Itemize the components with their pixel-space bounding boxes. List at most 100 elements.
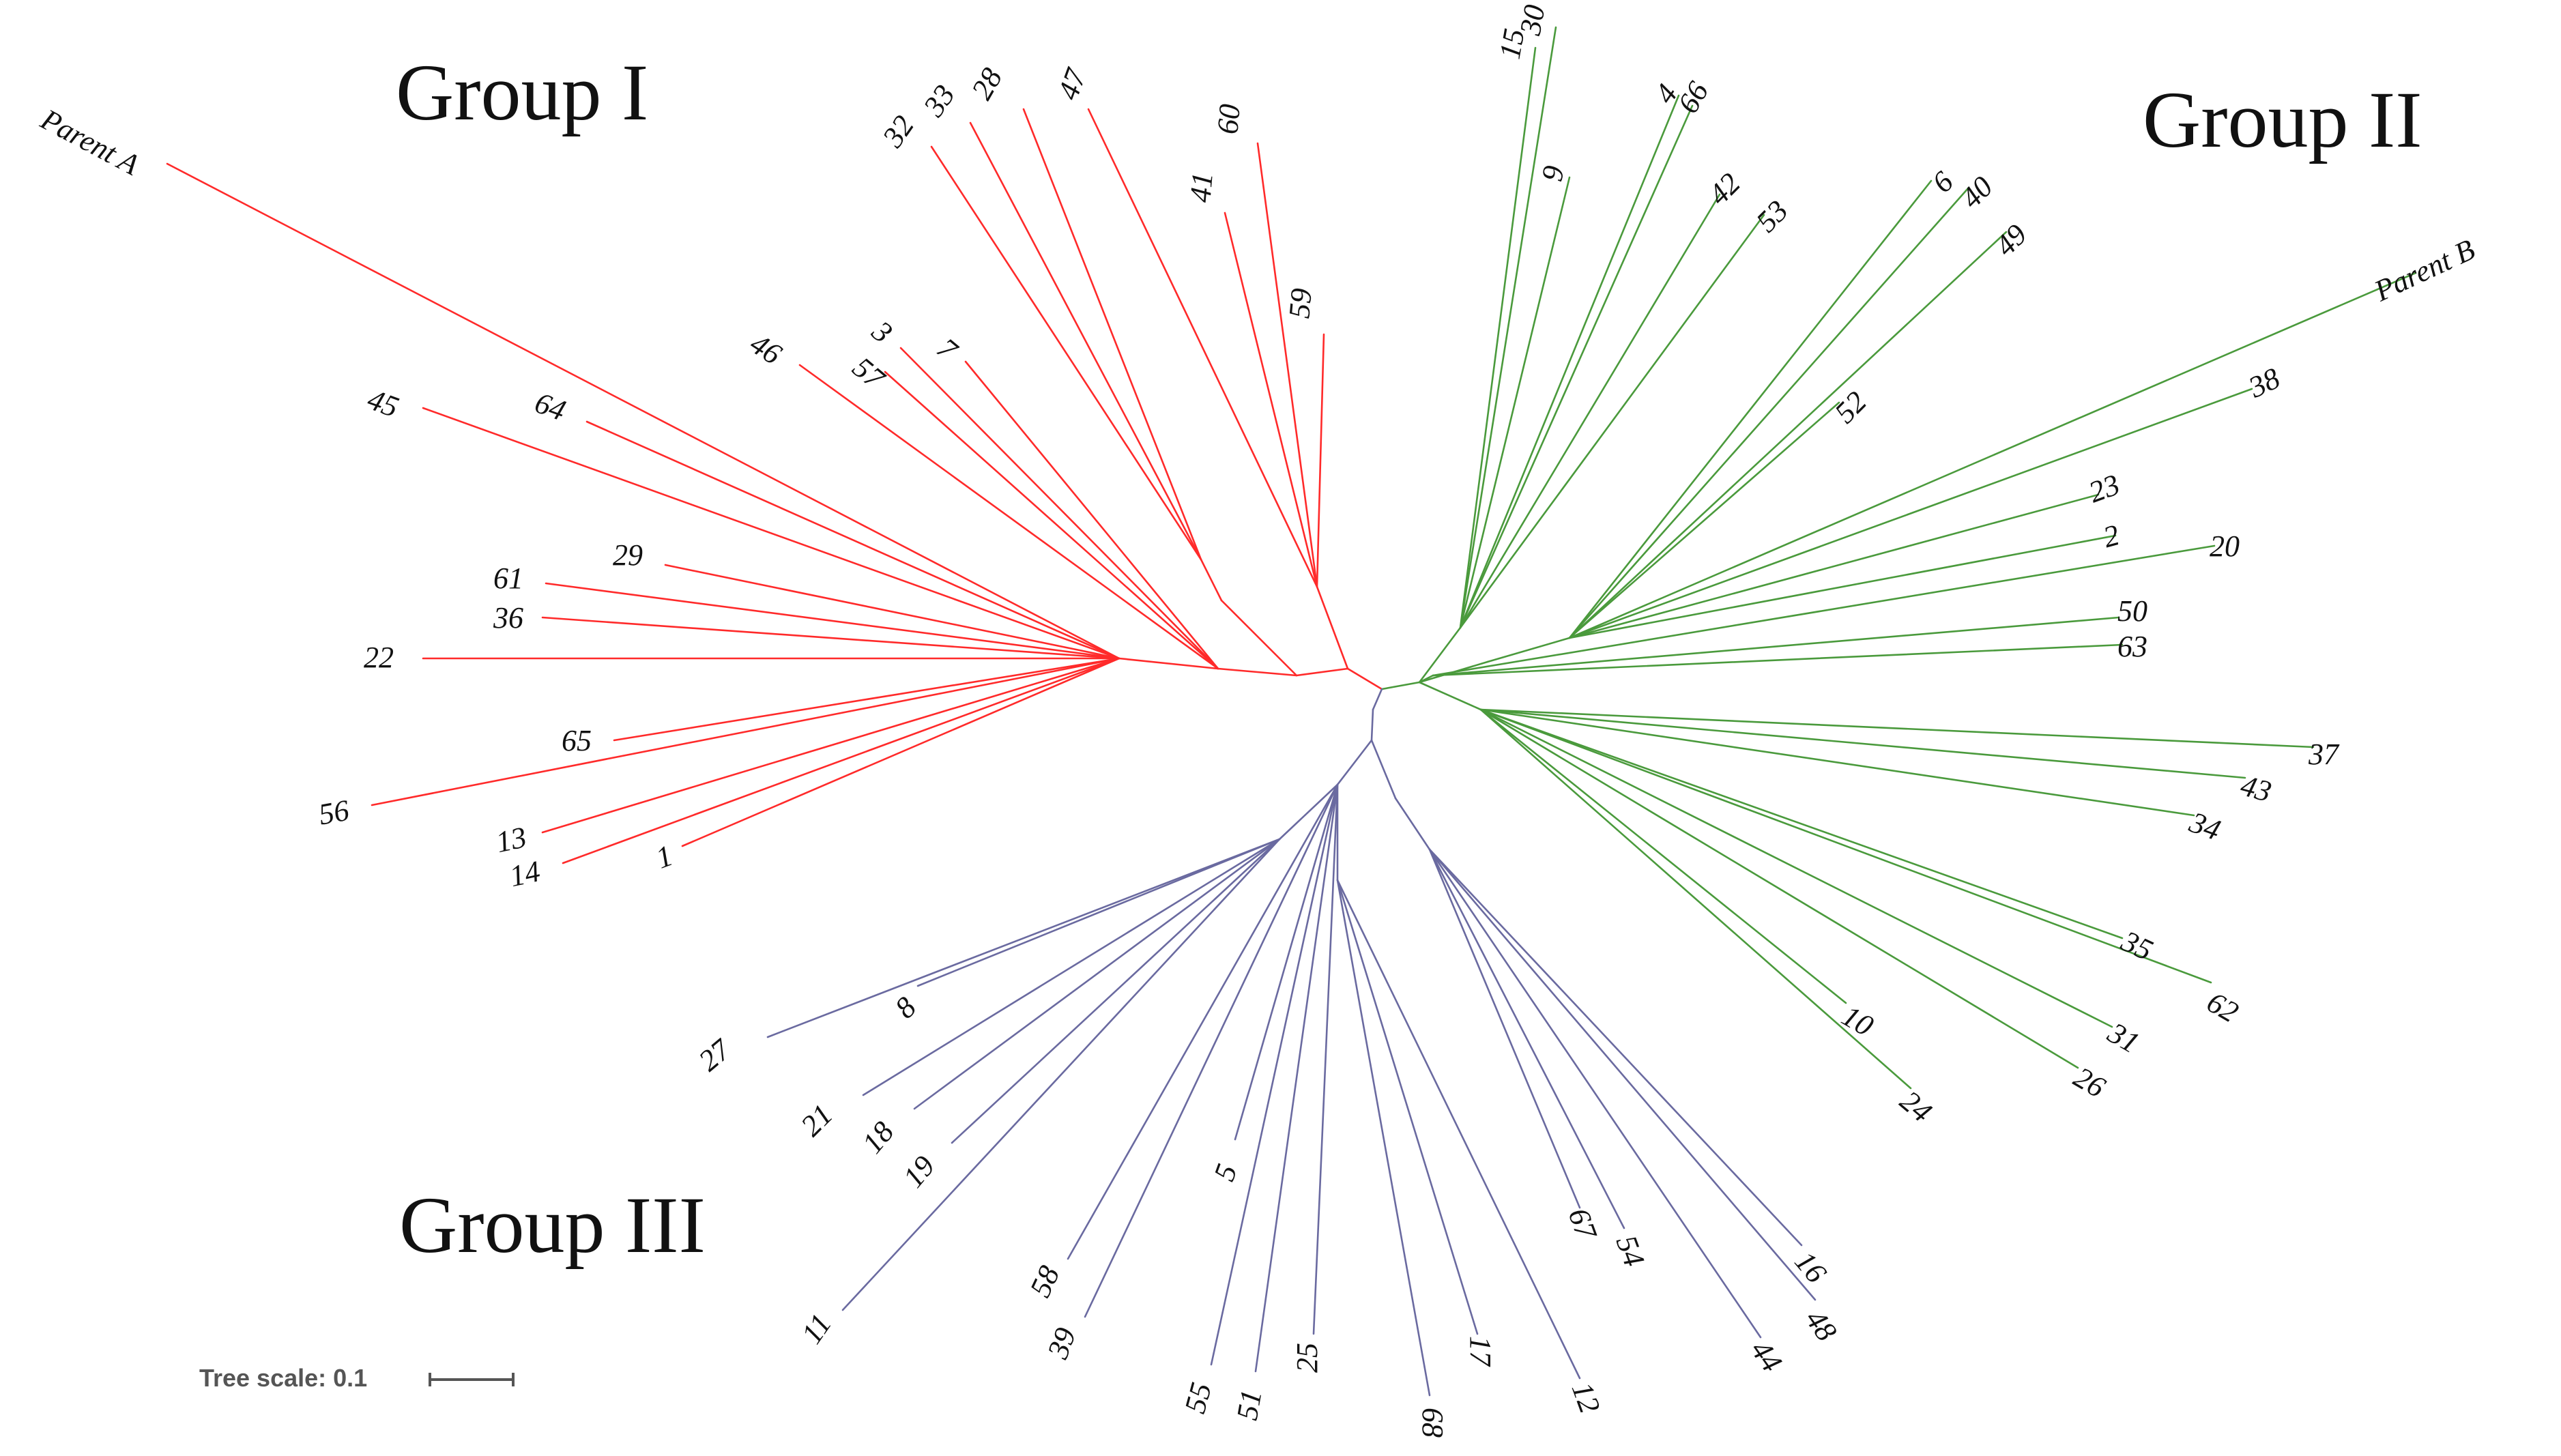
leaf-label-g2-2: 9 — [1535, 163, 1571, 184]
leaf-branch-g3-12 — [1336, 879, 1431, 1397]
tree-edge-5 — [1118, 657, 1219, 670]
leaf-branch-g2-3 — [1459, 94, 1680, 629]
tree-edge-8 — [1316, 585, 1349, 670]
leaf-branch-g3-8 — [1234, 783, 1339, 1141]
leaf-branch-g1-2 — [585, 420, 1120, 660]
tree-edge-14 — [1370, 708, 1374, 742]
leaf-branch-g1-10 — [1087, 108, 1318, 588]
leaf-branch-g1-21 — [562, 657, 1120, 864]
leaf-branch-g2-23 — [1479, 708, 1847, 1004]
leaf-branch-g1-18 — [613, 657, 1120, 742]
leaf-label-g1-10: 47 — [1051, 63, 1093, 104]
tree-scale-label: Tree scale: 0.1 — [199, 1364, 367, 1392]
leaf-label-g3-14: 12 — [1565, 1378, 1607, 1417]
leaf-label-g2-17: 63 — [2117, 630, 2147, 663]
leaf-label-g2-11: Parent B — [2369, 233, 2480, 308]
leaf-label-g2-1: 30 — [1514, 2, 1552, 38]
leaf-label-g1-15: 29 — [613, 538, 643, 572]
leaf-label-g2-18: 37 — [2308, 738, 2340, 771]
leaf-branch-g2-20 — [1479, 708, 2195, 817]
tree-edge-7 — [1200, 558, 1223, 602]
group-label-3: Group III — [399, 1180, 706, 1270]
leaf-branch-g3-9 — [1210, 783, 1339, 1366]
leaf-label-g3-1: 8 — [888, 991, 923, 1025]
tree-edge-11 — [1486, 637, 1571, 663]
tree-edge-16 — [1278, 783, 1339, 841]
leaf-label-g2-13: 23 — [2084, 467, 2124, 509]
leaf-label-g1-0: Parent A — [35, 102, 145, 182]
leaf-branch-g1-7 — [930, 145, 1202, 561]
leaf-label-g2-12: 38 — [2243, 362, 2285, 405]
leaf-branch-g1-5 — [884, 370, 1219, 670]
leaf-label-g1-20: 13 — [493, 820, 529, 859]
leaf-label-g2-26: 24 — [1894, 1084, 1938, 1129]
leaf-branch-g2-9 — [1568, 231, 2008, 639]
tree-edge-12 — [1418, 674, 1434, 684]
leaf-branch-g1-11 — [1224, 212, 1318, 588]
leaf-branch-g1-3 — [798, 364, 1219, 670]
leaf-label-g1-5: 57 — [846, 351, 892, 396]
leaf-branch-g2-19 — [1479, 708, 2246, 779]
leaf-branch-g2-2 — [1459, 176, 1571, 629]
leaf-branch-g1-20 — [541, 657, 1120, 834]
leaf-branch-g3-16 — [1428, 848, 1625, 1229]
leaf-branch-g2-5 — [1459, 193, 1721, 629]
leaf-branch-g2-4 — [1459, 104, 1694, 629]
leaf-branch-g3-2 — [862, 838, 1281, 1096]
leaf-branch-g2-13 — [1568, 493, 2100, 639]
leaf-label-g3-11: 25 — [1290, 1343, 1324, 1373]
leaf-branch-g2-10 — [1568, 401, 1840, 639]
leaf-branch-g2-26 — [1479, 708, 1912, 1090]
leaf-label-g2-20: 34 — [2185, 805, 2225, 847]
leaf-label-g3-7: 39 — [1041, 1323, 1082, 1363]
tree-edge-2 — [1372, 688, 1383, 711]
leaf-branch-g1-13 — [1316, 333, 1325, 588]
leaf-branch-g3-11 — [1312, 783, 1339, 1335]
tree-edge-19 — [1394, 797, 1431, 851]
group-label-2: Group II — [2143, 75, 2422, 164]
tree-edge-4 — [1217, 667, 1298, 677]
leaf-label-g2-16: 50 — [2117, 594, 2147, 628]
leaf-label-g1-3: 46 — [744, 327, 788, 371]
leaf-label-g3-15: 67 — [1562, 1204, 1604, 1244]
leaf-label-g1-14: 61 — [493, 562, 523, 595]
leaf-label-g3-8: 5 — [1207, 1160, 1244, 1185]
leaf-label-g1-8: 33 — [916, 78, 961, 123]
leaf-branch-g2-15 — [1432, 544, 2216, 677]
leaf-branch-g2-12 — [1568, 388, 2253, 639]
leaf-label-g3-4: 19 — [897, 1150, 942, 1194]
leaf-label-g1-16: 36 — [493, 601, 523, 635]
leaf-label-g2-9: 49 — [1988, 218, 2034, 263]
leaf-branch-g1-9 — [1022, 108, 1202, 561]
leaf-branch-g2-21 — [1479, 708, 2124, 940]
tree-edge-3 — [1295, 667, 1349, 677]
leaf-label-g2-4: 66 — [1671, 76, 1715, 119]
leaf-label-g3-3: 18 — [856, 1116, 901, 1160]
leaf-label-g1-6: 7 — [931, 332, 965, 368]
leaf-label-g1-1: 45 — [363, 382, 403, 424]
tree-edge-6 — [1220, 599, 1298, 677]
leaf-label-g3-6: 58 — [1024, 1261, 1067, 1302]
leaf-branch-g1-15 — [664, 564, 1120, 660]
leaf-branch-g1-22 — [681, 657, 1120, 847]
group-label-1: Group I — [396, 48, 648, 137]
leaf-branch-g2-25 — [1479, 708, 2079, 1069]
leaf-label-g1-13: 59 — [1282, 287, 1318, 320]
leaf-label-g2-5: 42 — [1702, 166, 1747, 212]
leaf-label-g2-0: 15 — [1493, 26, 1531, 61]
leaf-label-g2-8: 40 — [1954, 170, 1999, 215]
leaf-branch-g3-5 — [841, 838, 1281, 1311]
leaf-branch-g2-7 — [1568, 179, 1933, 639]
tree-scale: Tree scale: 0.1 — [199, 1364, 515, 1392]
leaf-branch-g3-6 — [1067, 783, 1339, 1260]
leaf-label-g1-11: 41 — [1183, 171, 1219, 204]
leaf-branch-g1-19 — [371, 657, 1120, 806]
leaf-label-g2-19: 43 — [2238, 768, 2275, 809]
leaf-label-g2-24: 31 — [2102, 1015, 2145, 1060]
leaf-branch-g2-17 — [1432, 643, 2124, 677]
leaf-label-g2-15: 20 — [2210, 529, 2240, 563]
leaf-branch-g3-17 — [1428, 848, 1762, 1339]
leaf-label-g1-9: 28 — [965, 62, 1009, 105]
leaf-branch-g3-7 — [1084, 783, 1339, 1318]
